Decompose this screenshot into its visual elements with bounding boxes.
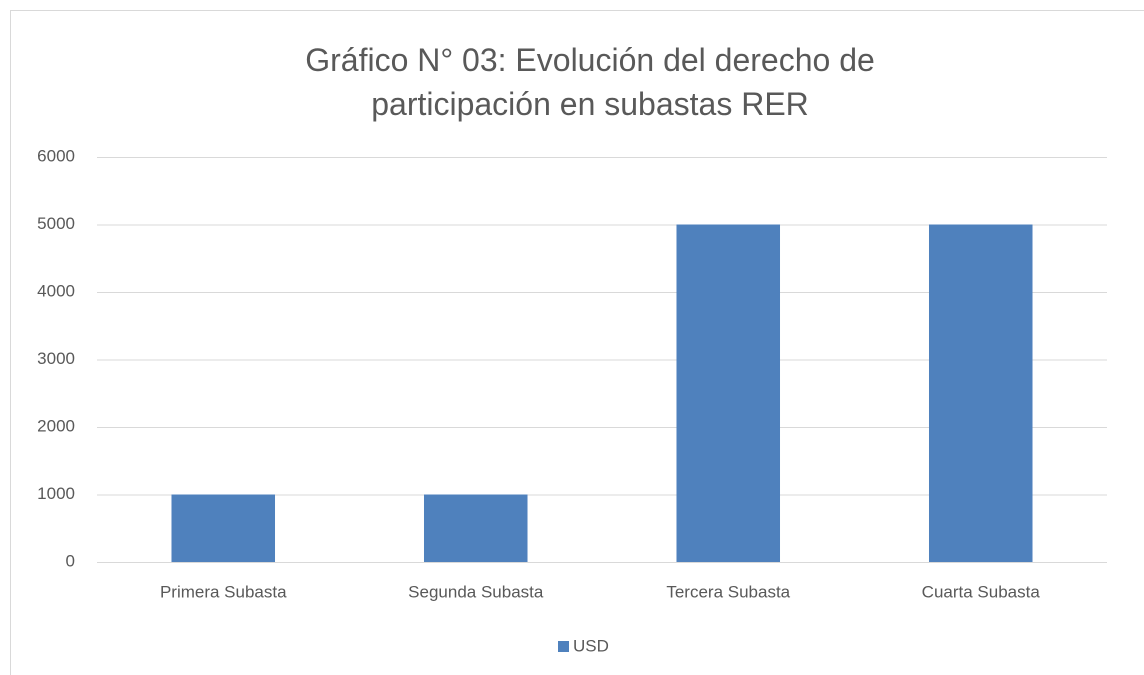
x-tick-label: Primera Subasta bbox=[160, 582, 287, 601]
legend-label: USD bbox=[573, 636, 609, 655]
x-tick-label: Segunda Subasta bbox=[408, 582, 544, 601]
y-tick-label: 1000 bbox=[37, 484, 75, 503]
x-tick-label: Cuarta Subasta bbox=[922, 582, 1041, 601]
y-tick-label: 0 bbox=[66, 551, 75, 570]
y-tick-label: 6000 bbox=[37, 146, 75, 165]
y-tick-label: 4000 bbox=[37, 281, 75, 300]
y-tick-label: 5000 bbox=[37, 214, 75, 233]
chart-border bbox=[10, 10, 1144, 675]
y-tick-label: 2000 bbox=[37, 416, 75, 435]
legend-swatch bbox=[558, 641, 569, 652]
x-tick-label: Tercera Subasta bbox=[666, 582, 790, 601]
bar bbox=[423, 494, 528, 562]
chart-title: Gráfico N° 03: Evolución del derecho de … bbox=[305, 42, 875, 122]
bar bbox=[928, 224, 1033, 562]
bar bbox=[676, 224, 781, 562]
y-tick-label: 3000 bbox=[37, 349, 75, 368]
bar bbox=[171, 494, 276, 562]
